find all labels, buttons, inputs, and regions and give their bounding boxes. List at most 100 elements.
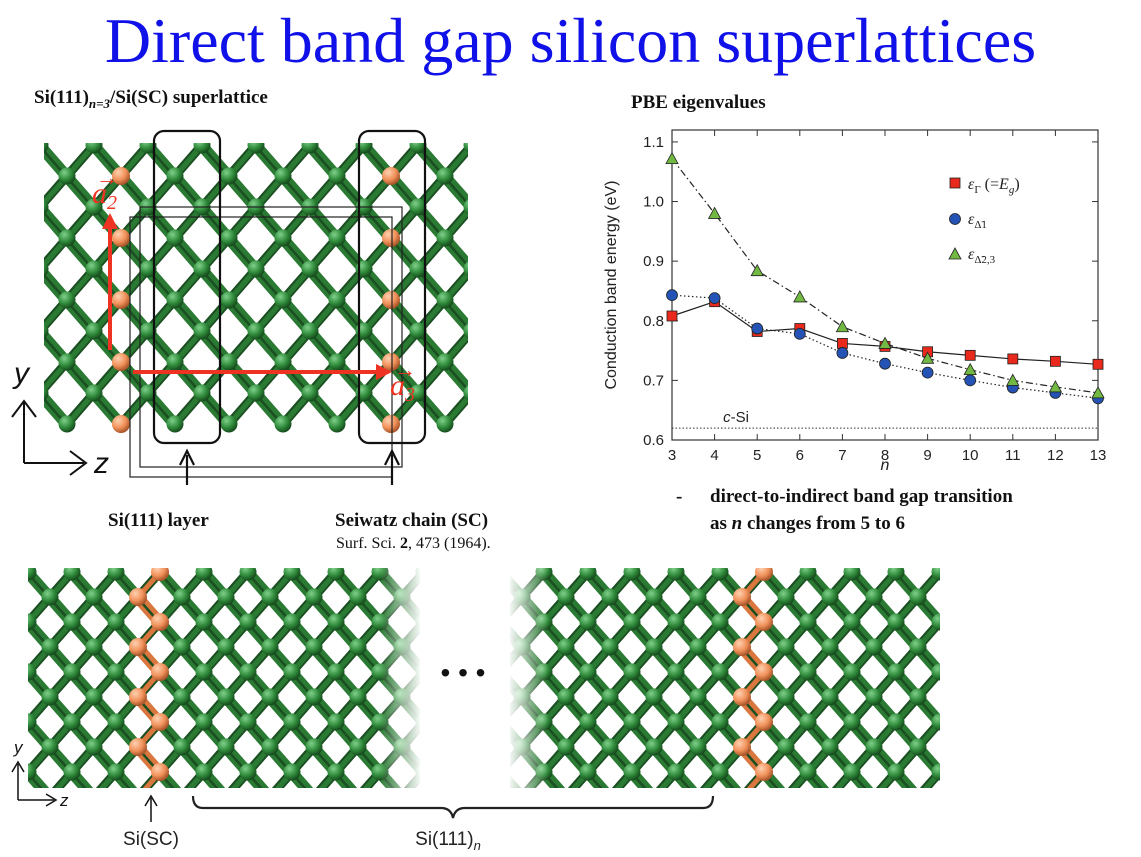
si-atom xyxy=(41,588,59,606)
sc-atom xyxy=(733,738,751,756)
series-line-2 xyxy=(671,158,1099,394)
series-1-point-7 xyxy=(836,347,849,359)
si-atom xyxy=(887,763,905,781)
si-atom xyxy=(579,713,597,731)
si-atom xyxy=(822,789,839,806)
si-atom xyxy=(193,322,211,340)
series-2-point-7 xyxy=(835,319,850,333)
si-atom xyxy=(843,613,861,631)
si-atom xyxy=(328,353,346,371)
si-atom xyxy=(328,229,346,247)
sc-atom xyxy=(755,663,773,681)
si-atom xyxy=(327,613,345,631)
series-0-point-3 xyxy=(666,310,678,322)
series-2-point-11 xyxy=(1006,373,1020,386)
si-atom xyxy=(492,714,509,731)
si-atom xyxy=(821,688,839,706)
series-1-point-6 xyxy=(793,327,806,340)
si-atom xyxy=(195,713,213,731)
series-2-point-9 xyxy=(920,351,935,364)
si-atom xyxy=(220,353,238,371)
x-tick-label-4: 4 xyxy=(710,447,718,464)
si-atom xyxy=(327,663,345,681)
si-atom xyxy=(777,738,795,756)
legend: εΓ (=Eg) εΔ̃1 εΔ̃2,3 xyxy=(948,176,1020,266)
si-atom xyxy=(218,789,235,806)
si-atom xyxy=(301,143,319,154)
si-atom xyxy=(217,638,235,656)
si-atom xyxy=(711,763,729,781)
si-atom xyxy=(409,260,427,278)
si-atom xyxy=(667,713,685,731)
si-atom xyxy=(463,261,468,277)
series-2-point-6 xyxy=(793,290,807,303)
si-atom xyxy=(909,688,927,706)
si-atom xyxy=(645,638,663,656)
si-atom xyxy=(887,613,905,631)
si-atom xyxy=(305,688,323,706)
series-1-point-5 xyxy=(751,322,764,335)
si-atom xyxy=(327,713,345,731)
si-atom xyxy=(645,688,663,706)
si-atom xyxy=(195,613,213,631)
bond-back xyxy=(570,773,587,788)
si-atom xyxy=(28,713,37,731)
si-atom xyxy=(217,738,235,756)
si-atom xyxy=(931,568,940,581)
si-sc-label: Si(SC) xyxy=(123,829,179,850)
si-atom xyxy=(327,763,345,781)
x-tick-label-13: 13 xyxy=(1090,447,1107,464)
y-tick-label-0.9: 0.9 xyxy=(643,253,664,270)
si-atom xyxy=(711,568,729,581)
si-atom xyxy=(220,167,238,185)
a3-arrowhead xyxy=(376,364,392,380)
si-atom xyxy=(261,638,279,656)
si-atom xyxy=(711,713,729,731)
bond-back xyxy=(274,773,291,788)
si-atom xyxy=(463,385,468,401)
si-atom xyxy=(799,663,817,681)
z-axis-label: z xyxy=(93,447,109,480)
si-atom xyxy=(557,688,575,706)
x-tick-label-6: 6 xyxy=(796,447,804,464)
bullet-line-2: as n changes from 5 to 6 xyxy=(710,513,905,534)
y-axis-label: Conduction band energy (eV) xyxy=(603,180,620,389)
series-2-point-3 xyxy=(665,151,679,165)
si-atom xyxy=(261,738,279,756)
si-atom xyxy=(220,229,238,247)
si-atom xyxy=(843,763,861,781)
si-atom xyxy=(44,323,49,339)
top-lattice xyxy=(44,143,468,433)
sc-atom xyxy=(755,763,773,781)
si-atom xyxy=(778,789,795,806)
si-atom xyxy=(220,415,238,433)
si-atom xyxy=(305,738,323,756)
si-atom xyxy=(220,291,238,309)
si-atom xyxy=(173,588,191,606)
layer-pointer-head xyxy=(179,448,195,466)
si-atom xyxy=(799,763,817,781)
unit-cell-box xyxy=(129,216,393,478)
si-atom xyxy=(283,763,301,781)
si-atom xyxy=(166,415,184,433)
bond-back xyxy=(922,773,939,788)
series-group xyxy=(665,151,1105,405)
si-atom xyxy=(689,588,707,606)
si-atom xyxy=(85,588,103,606)
sc-atom xyxy=(733,688,751,706)
bond-back xyxy=(362,773,379,788)
chart-heading: PBE eigenvalues xyxy=(631,92,766,113)
a3-label: a3 xyxy=(390,369,415,406)
si-atom xyxy=(193,260,211,278)
si-atom xyxy=(463,323,468,339)
bond-back xyxy=(658,773,675,788)
si-atom xyxy=(85,738,103,756)
si-atom xyxy=(85,322,103,340)
si-atom xyxy=(28,613,37,631)
y-tick-label-0.6: 0.6 xyxy=(643,432,664,449)
si-atom xyxy=(492,664,509,681)
si-atom xyxy=(217,688,235,706)
si-atom xyxy=(350,789,367,806)
si-atom xyxy=(301,384,319,402)
si-atom xyxy=(667,613,685,631)
